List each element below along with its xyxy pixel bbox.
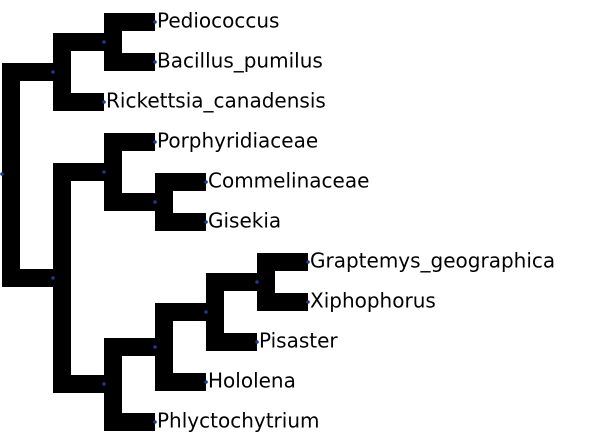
clade-with-porphyridiaceae-child-node-1 [153, 140, 157, 144]
clade-graptemys-xiphophorus-arm-1 [257, 253, 308, 271]
clade-root-arm-1 [2, 63, 53, 81]
clade-root-child-node-2 [51, 276, 55, 280]
leaf-label-phlyctochytrium: Phlyctochytrium [157, 409, 320, 433]
clade-with-phlyctochytrium-arm-1 [104, 338, 155, 356]
clade-with-phlyctochytrium-arm-2 [104, 413, 155, 431]
clade-commelinaceae-gisekia-child-node-2 [204, 220, 208, 224]
leaf-label-hololena: Hololena [208, 369, 296, 393]
clade-root-vertical [2, 63, 20, 287]
clade-pediococcus-bacillus-arm-1 [104, 13, 155, 31]
clade-root-arm-2 [2, 269, 53, 287]
clade-with-phlyctochytrium-vertical [104, 338, 122, 431]
clade-lower-vertical [53, 163, 71, 393]
clade-with-rickettsia-child-node-1 [102, 40, 106, 44]
leaf-label-gisekia: Gisekia [208, 209, 281, 233]
clade-with-hololena-vertical [155, 303, 173, 391]
clade-with-rickettsia-arm-2 [53, 93, 104, 111]
clade-lower-child-node-1 [102, 170, 106, 174]
clade-with-hololena-arm-1 [155, 303, 206, 321]
clade-graptemys-xiphophorus-arm-2 [257, 293, 308, 311]
clade-commelinaceae-gisekia-arm-2 [155, 213, 206, 231]
leaf-label-bacillus-pumilus: Bacillus_pumilus [157, 49, 323, 73]
clade-commelinaceae-gisekia-arm-1 [155, 173, 206, 191]
clade-with-pisaster-child-node-2 [255, 340, 259, 344]
clade-with-porphyridiaceae-arm-2 [104, 193, 155, 211]
clade-pediococcus-bacillus-child-node-2 [153, 60, 157, 64]
clade-with-rickettsia-vertical [53, 33, 71, 111]
clade-with-pisaster-child-node-1 [255, 280, 259, 284]
leaf-label-xiphophorus: Xiphophorus [310, 289, 436, 313]
clade-with-porphyridiaceae-child-node-2 [153, 200, 157, 204]
leaf-label-commelinaceae: Commelinaceae [208, 169, 369, 193]
clade-with-porphyridiaceae-arm-1 [104, 133, 155, 151]
clade-commelinaceae-gisekia-child-node-1 [204, 180, 208, 184]
clade-graptemys-xiphophorus-child-node-1 [306, 260, 310, 264]
leaf-label-pediococcus: Pediococcus [157, 9, 279, 33]
tree-nodes [0, 20, 310, 424]
clade-with-pisaster-vertical [206, 273, 224, 351]
clade-with-hololena-arm-2 [155, 373, 206, 391]
clade-with-hololena-child-node-1 [204, 310, 208, 314]
clade-with-rickettsia-arm-1 [53, 33, 104, 51]
clade-with-porphyridiaceae-vertical [104, 133, 122, 211]
root-node [0, 172, 4, 176]
clade-with-pisaster-arm-2 [206, 333, 257, 351]
clade-with-hololena-child-node-2 [204, 380, 208, 384]
leaf-label-rickettsia-canadensis: Rickettsia_canadensis [106, 89, 326, 113]
clade-lower-child-node-2 [102, 382, 106, 386]
clade-with-pisaster-arm-1 [206, 273, 257, 291]
clade-pediococcus-bacillus-child-node-1 [153, 20, 157, 24]
leaf-label-porphyridiaceae: Porphyridiaceae [157, 129, 318, 153]
clade-graptemys-xiphophorus-child-node-2 [306, 300, 310, 304]
clade-lower-arm-1 [53, 163, 104, 181]
clade-root-child-node-1 [51, 70, 55, 74]
clade-lower-arm-2 [53, 375, 104, 393]
clade-with-phlyctochytrium-child-node-1 [153, 345, 157, 349]
leaf-label-graptemys-geographica: Graptemys_geographica [310, 249, 555, 273]
clade-with-phlyctochytrium-child-node-2 [153, 420, 157, 424]
clade-with-rickettsia-child-node-2 [102, 100, 106, 104]
tree-branches [2, 13, 308, 431]
leaf-labels: Pediococcus Bacillus_pumilus Rickettsia_… [106, 9, 555, 433]
leaf-label-pisaster: Pisaster [259, 329, 338, 353]
clade-pediococcus-bacillus-arm-2 [104, 53, 155, 71]
